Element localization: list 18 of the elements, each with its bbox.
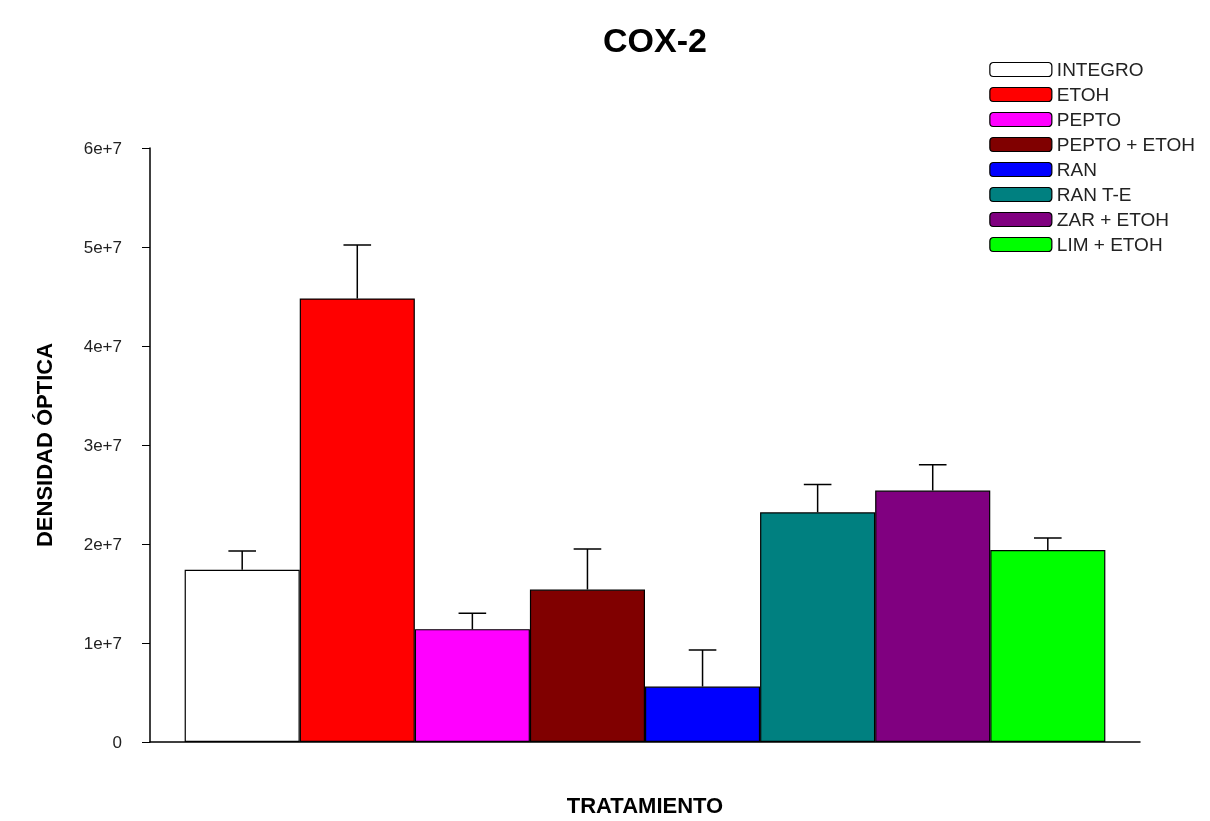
- legend-label: LIM + ETOH: [1056, 234, 1163, 255]
- legend-label: INTEGRO: [1056, 59, 1144, 80]
- y-tick-label: 5e+7: [83, 237, 122, 257]
- legend-label: RAN T-E: [1056, 184, 1132, 205]
- y-tick-label: 4e+7: [83, 336, 122, 356]
- legend-label: PEPTO + ETOH: [1056, 134, 1196, 155]
- y-axis-title: DENSIDAD ÓPTICA: [31, 342, 57, 548]
- y-tick-label: 3e+7: [83, 435, 122, 455]
- y-tick-label: 2e+7: [83, 534, 122, 554]
- legend-label: PEPTO: [1056, 109, 1121, 130]
- legend-label: ZAR + ETOH: [1056, 209, 1169, 230]
- legend-label: RAN: [1056, 159, 1097, 180]
- x-axis-title: TRATAMIENTO: [566, 792, 724, 818]
- y-tick-label: 0: [112, 732, 122, 752]
- legend-label: ETOH: [1056, 84, 1110, 105]
- chart-title: COX-2: [603, 21, 707, 59]
- y-tick-label: 1e+7: [83, 633, 122, 653]
- y-tick-label: 6e+7: [83, 138, 122, 158]
